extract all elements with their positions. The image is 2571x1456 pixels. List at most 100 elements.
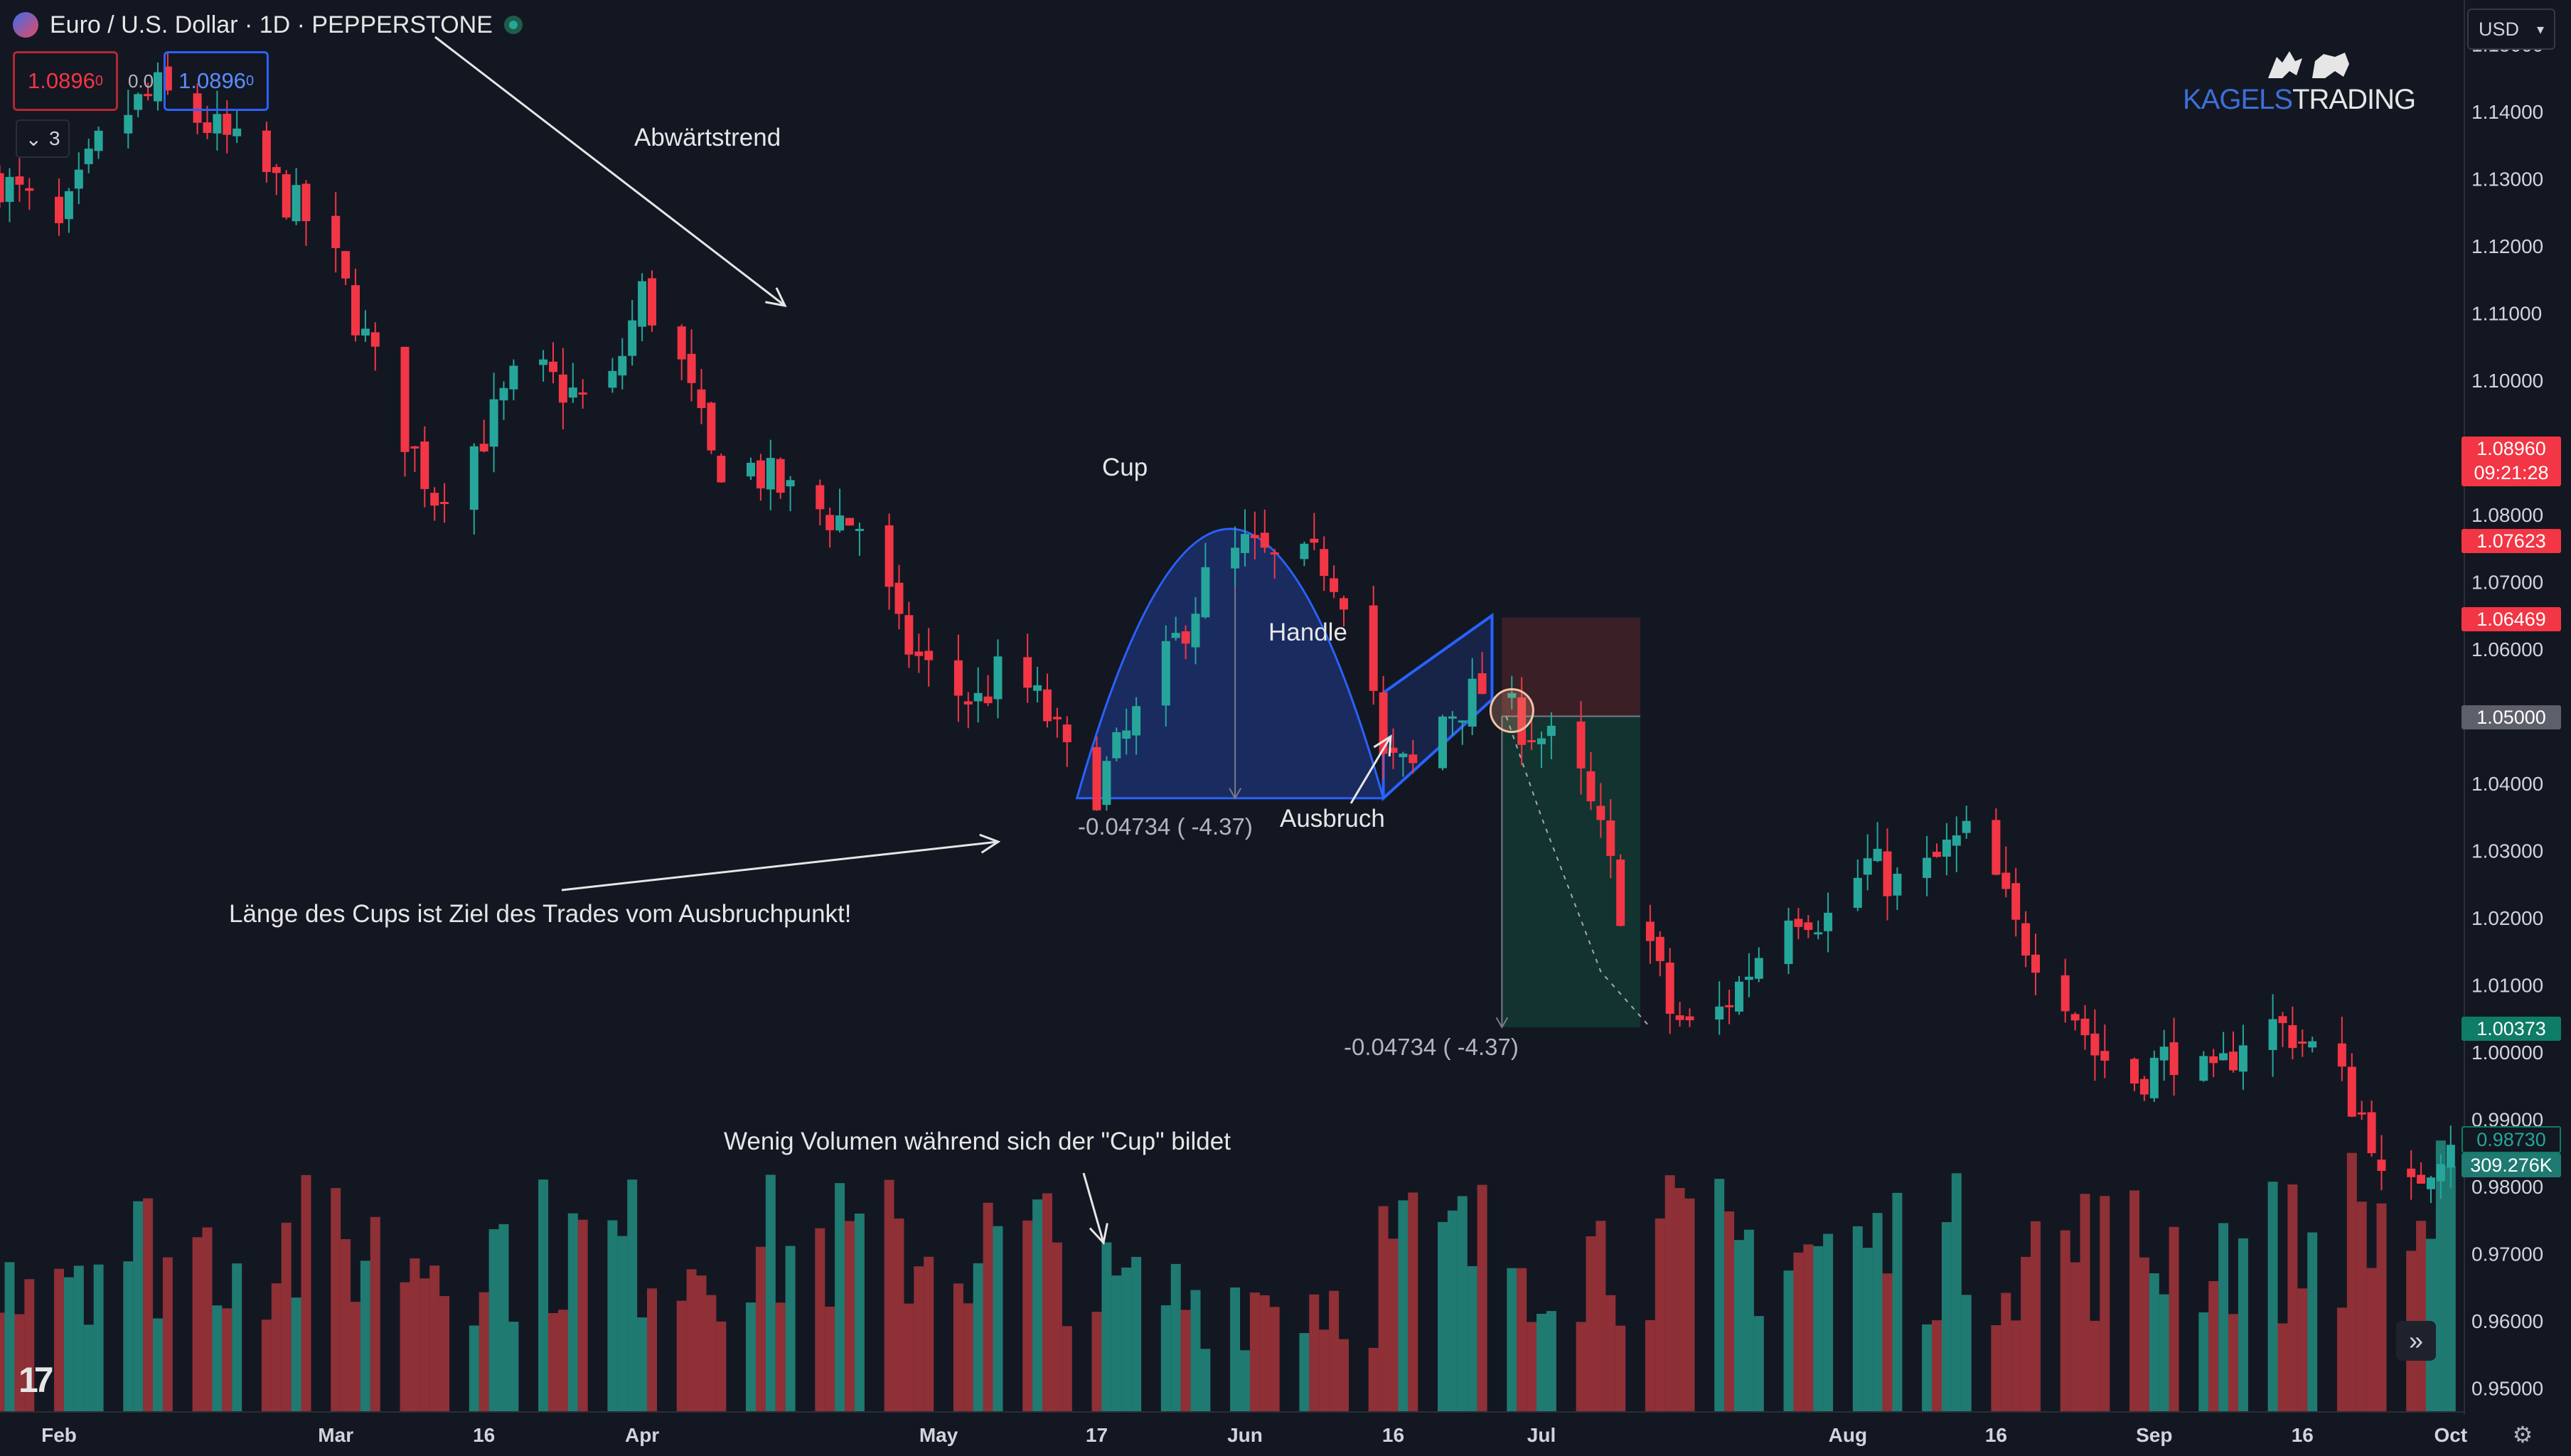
sell-button[interactable]: 1.0896 0 bbox=[13, 51, 118, 111]
volume-bar bbox=[894, 1218, 904, 1412]
volume-bar bbox=[153, 1318, 163, 1412]
volume-bar bbox=[2445, 1166, 2456, 1412]
candle-body bbox=[2090, 1033, 2100, 1056]
candle-body bbox=[1458, 720, 1467, 723]
volume-bar bbox=[212, 1305, 223, 1412]
candle-body bbox=[2060, 975, 2070, 1012]
candle-body bbox=[223, 114, 232, 135]
cup-length-note: Länge des Cups ist Ziel des Trades vom A… bbox=[229, 900, 852, 928]
candle-body bbox=[0, 173, 4, 203]
candle-body bbox=[1092, 746, 1101, 810]
x-tick-label: Sep bbox=[2136, 1424, 2172, 1446]
volume-bar bbox=[1546, 1311, 1556, 1412]
candle-body bbox=[2308, 1041, 2317, 1048]
candle-body bbox=[1369, 605, 1378, 691]
candle-body bbox=[1102, 761, 1111, 805]
volume-value-label: 309.276K bbox=[2462, 1153, 2561, 1177]
target-price-label: 1.00373 bbox=[2462, 1017, 2561, 1041]
candle-body bbox=[1685, 1016, 1694, 1021]
volume-bar bbox=[2139, 1257, 2149, 1412]
symbol-header[interactable]: Euro / U.S. Dollar · 1D · PEPPERSTONE bbox=[0, 0, 523, 50]
candle-body bbox=[1517, 697, 1527, 745]
volume-bar bbox=[83, 1324, 94, 1412]
volume-bar bbox=[2336, 1307, 2347, 1412]
candle-body bbox=[144, 94, 153, 97]
candle-body bbox=[5, 176, 14, 202]
volume-bar bbox=[884, 1179, 894, 1412]
x-axis[interactable]: Feb Mar 16 Apr May 17 Jun 16 Jul Aug 16 Sep 16 Oct bbox=[0, 1411, 2467, 1446]
volume-bar bbox=[1922, 1324, 1933, 1412]
settings-gear-icon[interactable]: ⚙ bbox=[2512, 1422, 2533, 1447]
volume-bar bbox=[1160, 1305, 1171, 1412]
candle-body bbox=[1873, 848, 1882, 862]
volume-bar bbox=[1674, 1187, 1685, 1412]
candle-body bbox=[262, 130, 271, 172]
candle-body bbox=[2139, 1078, 2149, 1095]
y-axis[interactable]: 1.150001.140001.130001.120001.110001.100… bbox=[2464, 0, 2543, 1415]
candle-body bbox=[1448, 716, 1457, 719]
candle-body bbox=[1023, 657, 1032, 688]
volume-bar bbox=[627, 1179, 638, 1412]
candle-body bbox=[203, 122, 212, 133]
volume-bar bbox=[1951, 1173, 1962, 1412]
volume-bar bbox=[143, 1198, 154, 1412]
candle-body bbox=[1250, 535, 1259, 538]
volume-bar bbox=[963, 1303, 973, 1412]
volume-bar bbox=[261, 1320, 272, 1412]
volume-bar bbox=[2208, 1280, 2219, 1412]
candle-body bbox=[430, 493, 439, 506]
volume-bar bbox=[1714, 1179, 1725, 1412]
candle-body bbox=[1586, 771, 1595, 802]
volume-bar bbox=[192, 1237, 203, 1412]
candle-body bbox=[2219, 1053, 2228, 1061]
indicators-collapse-button[interactable]: ⌄ 3 bbox=[16, 119, 70, 158]
symbol-title[interactable]: Euro / U.S. Dollar · 1D · PEPPERSTONE bbox=[50, 11, 493, 38]
candle-body bbox=[2278, 1016, 2287, 1024]
volume-bar bbox=[1052, 1242, 1062, 1412]
candle-body bbox=[1122, 730, 1131, 739]
chevron-down-icon: ⌄ bbox=[25, 127, 42, 150]
currency-selector[interactable]: USD ▾ bbox=[2467, 9, 2555, 50]
x-tick-label: Oct bbox=[2434, 1424, 2467, 1446]
volume-bar bbox=[2031, 1221, 2041, 1412]
volume-bar bbox=[1991, 1325, 2001, 1412]
volume-bar bbox=[2100, 1196, 2110, 1412]
candle-body bbox=[1784, 920, 1793, 964]
cup-length-arrow-head bbox=[979, 833, 1001, 854]
y-tick-label: 1.03000 bbox=[2471, 840, 2543, 862]
candle-body bbox=[301, 183, 311, 222]
spread-value: 0.0 bbox=[127, 70, 154, 92]
candle-body bbox=[2169, 1042, 2179, 1076]
scroll-to-realtime-button[interactable]: » bbox=[2396, 1321, 2436, 1361]
volume-bar bbox=[351, 1302, 360, 1412]
volume-bar bbox=[2021, 1256, 2031, 1412]
candle-body bbox=[717, 455, 726, 483]
volume-bar bbox=[904, 1303, 914, 1412]
volume-bar bbox=[2198, 1312, 2209, 1412]
candle-body bbox=[1546, 725, 1556, 737]
volume-bar bbox=[1507, 1268, 1517, 1412]
downtrend-arrow-head bbox=[765, 287, 787, 308]
volume-bar bbox=[2218, 1223, 2229, 1412]
candle-body bbox=[1893, 873, 1902, 896]
volume-bar bbox=[1527, 1322, 1537, 1412]
candle-body bbox=[1923, 857, 1932, 878]
candle-body bbox=[2367, 1112, 2376, 1154]
candle-body bbox=[1201, 567, 1210, 618]
candle-body bbox=[786, 480, 795, 487]
volume-bar bbox=[1586, 1236, 1596, 1412]
volume-bar bbox=[1022, 1220, 1033, 1412]
volume-bar bbox=[1398, 1200, 1409, 1412]
volume-bar bbox=[1892, 1192, 1903, 1412]
candle-body bbox=[1596, 805, 1605, 820]
candle-body bbox=[1112, 732, 1121, 759]
candle-body bbox=[766, 458, 775, 490]
volume-bar bbox=[1438, 1221, 1448, 1412]
volume-bar bbox=[498, 1224, 509, 1412]
candle-body bbox=[469, 446, 479, 510]
buy-button[interactable]: 1.0896 0 bbox=[164, 51, 269, 111]
volume-bar bbox=[2297, 1288, 2308, 1412]
candle-body bbox=[1665, 963, 1674, 1014]
volume-bar bbox=[1032, 1199, 1043, 1412]
